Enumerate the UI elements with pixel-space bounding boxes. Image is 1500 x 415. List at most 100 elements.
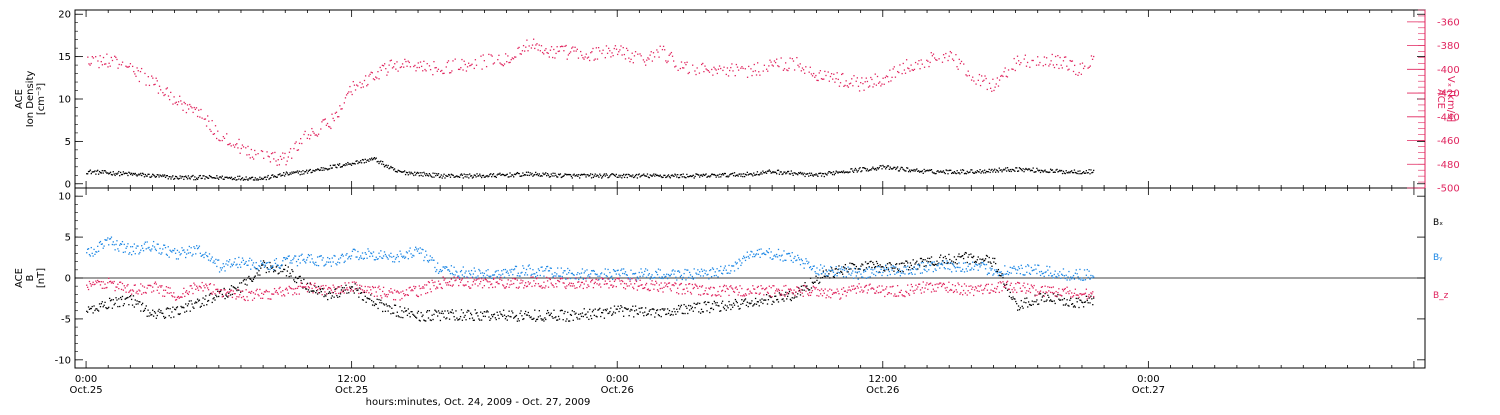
- data-point-vx: [745, 68, 746, 69]
- data-point-vx: [535, 44, 536, 45]
- data-point-bz: [555, 283, 556, 284]
- data-point-bx: [466, 312, 467, 313]
- data-point-bx: [989, 257, 990, 258]
- data-point-bx: [260, 268, 261, 269]
- data-point-vx: [413, 66, 414, 67]
- data-point-bz: [345, 289, 346, 290]
- data-point-bx: [586, 317, 587, 318]
- data-point-vx: [276, 165, 277, 166]
- data-point-vx: [821, 78, 822, 79]
- data-point-by: [202, 254, 203, 255]
- data-point-vx: [830, 76, 831, 77]
- data-point-bx: [1042, 296, 1043, 297]
- data-point-by: [735, 261, 736, 262]
- data-point-bx: [451, 312, 452, 313]
- data-point-bz: [166, 286, 167, 287]
- data-point-density: [476, 173, 477, 174]
- data-point-bx: [109, 298, 110, 299]
- data-point-bz: [483, 280, 484, 281]
- data-point-bx: [267, 267, 268, 268]
- data-point-by: [842, 269, 843, 270]
- data-point-by: [252, 264, 253, 265]
- data-point-bx: [206, 304, 207, 305]
- data-point-bx: [685, 306, 686, 307]
- data-point-vx: [800, 63, 801, 64]
- data-point-bx: [936, 261, 937, 262]
- data-point-bx: [92, 312, 93, 313]
- data-point-density: [1007, 167, 1008, 168]
- data-point-bx: [875, 266, 876, 267]
- data-point-by: [847, 266, 848, 267]
- data-point-by: [694, 268, 695, 269]
- data-point-vx: [877, 76, 878, 77]
- data-point-bx: [127, 297, 128, 298]
- data-point-bx: [680, 306, 681, 307]
- data-point-by: [542, 271, 543, 272]
- data-point-vx: [895, 77, 896, 78]
- data-point-bx: [916, 261, 917, 262]
- data-point-bx: [212, 302, 213, 303]
- data-point-by: [947, 268, 948, 269]
- data-point-by: [321, 255, 322, 256]
- data-point-by: [611, 276, 612, 277]
- data-point-vx: [973, 80, 974, 81]
- data-point-bx: [924, 259, 925, 260]
- data-point-vx: [1036, 65, 1037, 66]
- data-point-by: [272, 265, 273, 266]
- data-point-by: [556, 273, 557, 274]
- data-point-density: [814, 174, 815, 175]
- data-point-bx: [590, 315, 591, 316]
- data-point-bx: [432, 319, 433, 320]
- data-point-by: [199, 246, 200, 247]
- data-point-by: [852, 270, 853, 271]
- data-point-bx: [701, 309, 702, 310]
- data-point-vx: [404, 59, 405, 60]
- data-point-density: [182, 176, 183, 177]
- data-point-vx: [716, 69, 717, 70]
- data-point-vx: [570, 51, 571, 52]
- data-point-density: [664, 175, 665, 176]
- data-point-by: [890, 274, 891, 275]
- data-point-by: [103, 248, 104, 249]
- data-point-bx: [187, 305, 188, 306]
- data-point-bx: [485, 316, 486, 317]
- data-point-bx: [115, 297, 116, 298]
- data-point-bx: [464, 317, 465, 318]
- data-point-vx: [653, 52, 654, 53]
- data-point-bx: [355, 283, 356, 284]
- data-point-density: [1001, 171, 1002, 172]
- data-point-vx: [649, 54, 650, 55]
- data-point-vx: [97, 60, 98, 61]
- data-point-bx: [729, 304, 730, 305]
- data-point-by: [1060, 278, 1061, 279]
- data-point-by: [1010, 267, 1011, 268]
- data-point-vx: [537, 49, 538, 50]
- data-point-density: [122, 174, 123, 175]
- data-point-bx: [230, 294, 231, 295]
- data-point-by: [564, 270, 565, 271]
- data-point-bx: [898, 270, 899, 271]
- data-point-bx: [529, 315, 530, 316]
- data-point-by: [355, 249, 356, 250]
- data-point-by: [668, 274, 669, 275]
- data-point-by: [590, 273, 591, 274]
- data-point-vx: [303, 134, 304, 135]
- data-point-by: [212, 256, 213, 257]
- data-point-vx: [356, 84, 357, 85]
- data-point-bz: [378, 286, 379, 287]
- data-point-by: [1063, 268, 1064, 269]
- data-point-by: [792, 252, 793, 253]
- data-point-vx: [548, 53, 549, 54]
- data-point-bz: [305, 286, 306, 287]
- data-point-vx: [468, 63, 469, 64]
- data-point-density: [117, 173, 118, 174]
- data-point-bx: [842, 274, 843, 275]
- data-point-bx: [594, 315, 595, 316]
- data-point-density: [430, 174, 431, 175]
- data-point-bx: [464, 315, 465, 316]
- data-point-bx: [444, 310, 445, 311]
- data-point-by: [989, 267, 990, 268]
- data-point-by: [964, 271, 965, 272]
- data-point-density: [198, 177, 199, 178]
- data-point-bx: [705, 304, 706, 305]
